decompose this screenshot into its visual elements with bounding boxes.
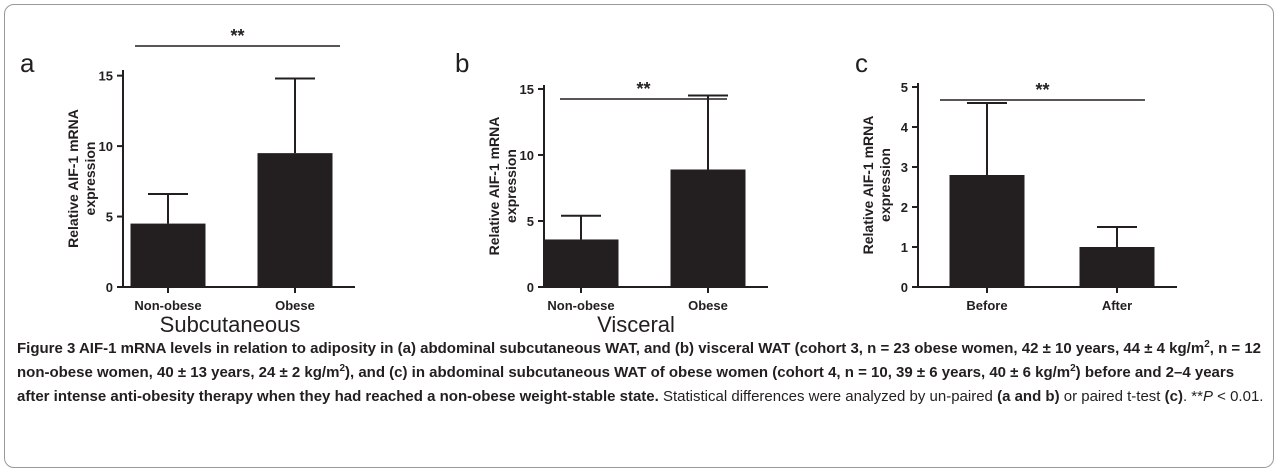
y-tick-label: 15 — [99, 69, 113, 84]
y-tick-label: 10 — [99, 139, 113, 154]
y-tick-label: 1 — [901, 240, 908, 255]
y-tick-label: 5 — [901, 80, 908, 95]
y-tick-label: 0 — [901, 280, 908, 295]
y-tick-label: 15 — [520, 82, 534, 97]
y-tick-label: 5 — [527, 214, 534, 229]
significance-label: ** — [230, 26, 244, 46]
x-axis-label: Subcutaneous — [160, 312, 301, 337]
caption-text: Statistical differences were analyzed by… — [658, 388, 998, 405]
x-tick-label: After — [1102, 298, 1132, 313]
bar — [670, 169, 746, 287]
panel-label: b — [455, 48, 469, 78]
x-tick-label: Non-obese — [547, 298, 614, 313]
bar — [257, 153, 333, 287]
significance-label: ** — [1035, 80, 1049, 100]
caption-text: 2 — [1204, 339, 1210, 350]
caption-text: or paired t-test — [1059, 388, 1165, 405]
y-axis-label-line: Relative AIF-1 mRNA — [65, 109, 81, 248]
y-axis-label-line: Relative AIF-1 mRNA — [486, 117, 502, 256]
caption-text: ) before and 2–4 years after intense ant… — [17, 364, 1235, 405]
caption-text: . ** — [1182, 388, 1203, 405]
y-tick-label: 0 — [106, 280, 113, 295]
y-axis-label: Relative AIF-1 mRNAexpression — [65, 109, 98, 248]
x-axis-label: Visceral — [597, 312, 675, 337]
bar — [543, 239, 619, 287]
caption-text: (c) — [1164, 388, 1183, 405]
caption-text: ), and (c) in abdominal subcutaneous WAT… — [345, 364, 1071, 381]
caption-text: AIF-1 mRNA levels in relation to adiposi… — [75, 340, 1205, 357]
x-tick-label: Obese — [688, 298, 728, 313]
panel-label: a — [20, 48, 35, 78]
x-tick-label: Obese — [275, 298, 315, 313]
x-tick-label: Before — [966, 298, 1007, 313]
x-tick-label: Non-obese — [134, 298, 201, 313]
caption-text: P — [1202, 388, 1213, 405]
y-axis-label-line: expression — [82, 142, 98, 216]
bar — [949, 175, 1025, 287]
caption-text: Figure 3 — [17, 340, 76, 357]
bar — [130, 223, 206, 287]
y-tick-label: 3 — [901, 160, 908, 175]
y-axis-label-line: Relative AIF-1 mRNA — [860, 116, 876, 255]
bar — [1079, 247, 1155, 287]
y-tick-label: 10 — [520, 148, 534, 163]
y-tick-label: 2 — [901, 200, 908, 215]
y-axis-label-line: expression — [877, 148, 893, 222]
y-tick-label: 0 — [527, 280, 534, 295]
caption-text: (a and b) — [997, 388, 1060, 405]
caption-text: < 0.01. — [1213, 388, 1264, 405]
significance-label: ** — [636, 79, 650, 99]
y-axis-label-line: expression — [503, 149, 519, 223]
y-tick-label: 5 — [106, 210, 113, 225]
y-axis-label: Relative AIF-1 mRNAexpression — [860, 116, 893, 255]
panel-label: c — [855, 48, 868, 78]
caption-text: , n = 12 non-obese women, 40 ± 13 years,… — [17, 340, 1262, 381]
y-axis-label: Relative AIF-1 mRNAexpression — [486, 117, 519, 256]
y-tick-label: 4 — [901, 120, 909, 135]
figure-frame — [4, 4, 1274, 468]
caption-text: 2 — [1070, 363, 1076, 374]
caption: Figure 3 AIF-1 mRNA levels in relation t… — [17, 337, 1265, 409]
caption-text: 2 — [339, 363, 345, 374]
